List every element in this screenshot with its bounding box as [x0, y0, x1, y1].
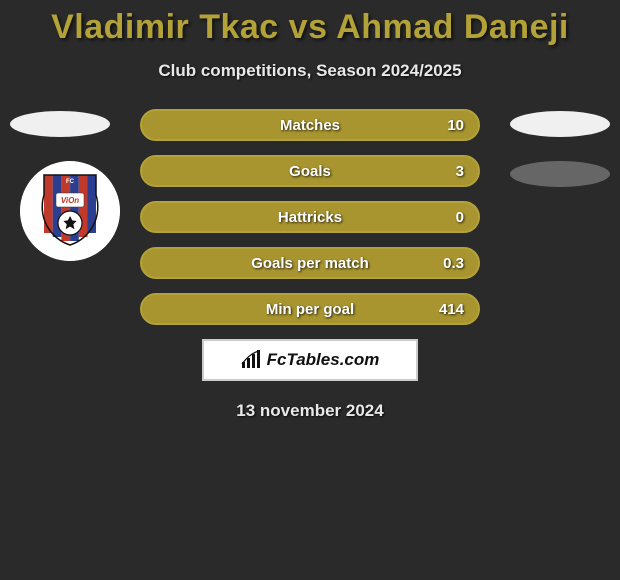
stat-label: Matches	[280, 117, 340, 134]
branding-box: FcTables.com	[202, 339, 418, 381]
player-left-placeholder	[10, 111, 110, 137]
stat-label: Goals per match	[251, 255, 369, 272]
stat-label: Min per goal	[266, 301, 354, 318]
stat-value-right: 0.3	[443, 255, 464, 272]
player-right-placeholder	[510, 111, 610, 137]
stat-row: Goals 3	[140, 155, 480, 187]
stat-value-right: 3	[456, 163, 464, 180]
svg-text:FC: FC	[66, 179, 75, 185]
branding-text: FcTables.com	[267, 350, 380, 370]
stat-label: Hattricks	[278, 209, 342, 226]
date-line: 13 november 2024	[0, 401, 620, 421]
stat-row: Min per goal 414	[140, 293, 480, 325]
stat-row: Hattricks 0	[140, 201, 480, 233]
stat-rows: Matches 10 Goals 3 Hattricks 0 Goals per…	[140, 109, 480, 325]
stat-value-right: 414	[439, 301, 464, 318]
stat-label: Goals	[289, 163, 331, 180]
bar-chart-icon	[241, 350, 263, 370]
page-subtitle: Club competitions, Season 2024/2025	[0, 61, 620, 81]
svg-text:ViOn: ViOn	[61, 196, 79, 205]
stat-row: Goals per match 0.3	[140, 247, 480, 279]
club-right-placeholder	[510, 161, 610, 187]
stat-value-right: 10	[447, 117, 464, 134]
page-title: Vladimir Tkac vs Ahmad Daneji	[0, 0, 620, 47]
club-left-badge: ViOn FC	[20, 161, 120, 261]
comparison-panel: ViOn FC Matches 10 Goals 3 Hattricks 0 G…	[0, 109, 620, 421]
club-crest-icon: ViOn FC	[20, 161, 120, 261]
stat-row: Matches 10	[140, 109, 480, 141]
stat-value-right: 0	[456, 209, 464, 226]
